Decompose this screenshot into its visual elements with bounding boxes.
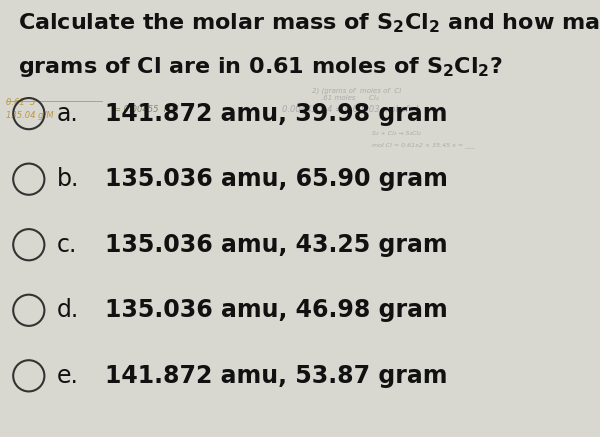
Text: 141.872 amu, 39.98 gram: 141.872 amu, 39.98 gram: [105, 102, 448, 125]
Text: e.: e.: [57, 364, 79, 388]
Text: 141.872 amu, 53.87 gram: 141.872 amu, 53.87 gram: [105, 364, 448, 388]
Text: b.: b.: [57, 167, 79, 191]
Text: 0.00445 x 4 = 0.00303 mol of cl: 0.00445 x 4 = 0.00303 mol of cl: [282, 105, 418, 114]
Text: c.: c.: [57, 233, 77, 257]
Text: d.: d.: [57, 298, 79, 322]
Text: = 0.00455  Mol: = 0.00455 Mol: [114, 105, 179, 114]
Text: 135.036 amu, 65.90 gram: 135.036 amu, 65.90 gram: [105, 167, 448, 191]
Text: 135.04 g/M: 135.04 g/M: [6, 111, 53, 121]
Text: 135.036 amu, 46.98 gram: 135.036 amu, 46.98 gram: [105, 298, 448, 322]
Text: a.: a.: [57, 102, 79, 125]
Text: 0.61  3: 0.61 3: [6, 98, 35, 108]
Text: 2) (grams of  moles of  Cl
    .61 moles      Cl₂: 2) (grams of moles of Cl .61 moles Cl₂: [312, 87, 401, 101]
Text: Calculate the molar mass of $\bf{S_2Cl_2}$ and how many: Calculate the molar mass of $\bf{S_2Cl_2…: [18, 11, 600, 35]
Text: S₂ + Cl₂ → S₂Cl₂

mol Cl = 0.61x2 × 35.45 x = ___: S₂ + Cl₂ → S₂Cl₂ mol Cl = 0.61x2 × 35.45…: [372, 131, 475, 149]
Text: grams of Cl are in 0.61 moles of $\bf{S_2Cl_2}$?: grams of Cl are in 0.61 moles of $\bf{S_…: [18, 55, 503, 79]
Text: 135.036 amu, 43.25 gram: 135.036 amu, 43.25 gram: [105, 233, 448, 257]
